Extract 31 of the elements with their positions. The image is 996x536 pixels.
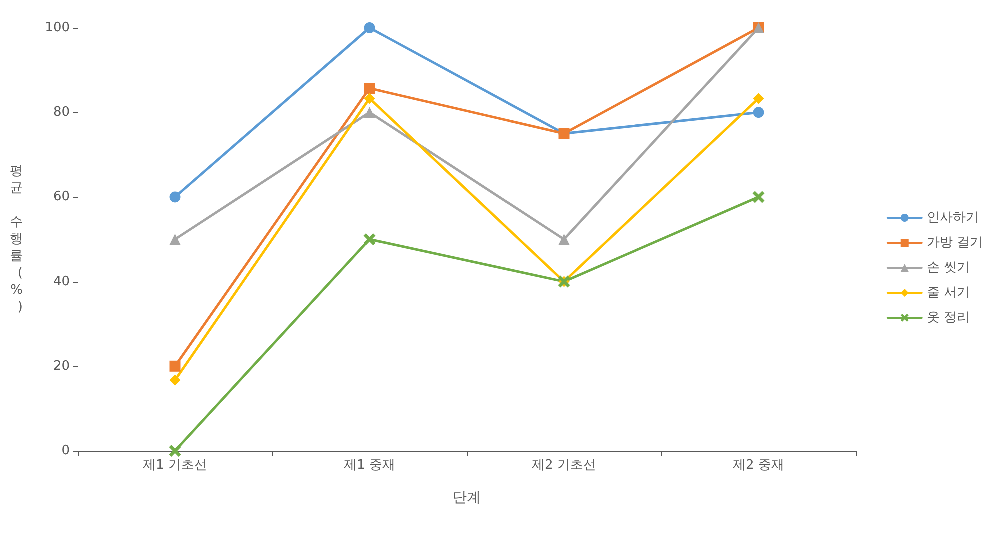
- point: [170, 360, 181, 372]
- point: [170, 192, 181, 203]
- point: [558, 234, 570, 245]
- x-tick-label: 제1 중재: [344, 458, 396, 473]
- x-tick-label: 제2 중재: [733, 458, 784, 473]
- y-tick-label: 100: [45, 20, 70, 36]
- point: [364, 93, 376, 104]
- point: [753, 93, 764, 104]
- y-tick-label: 40: [53, 274, 70, 290]
- x-tick-label: 제2 기초선: [532, 458, 596, 473]
- text: 평균 수행률(%): [10, 164, 23, 315]
- point: [170, 234, 181, 245]
- y-tick-label: 0: [62, 444, 70, 458]
- x-tick-label: 제1 기초선: [143, 458, 208, 473]
- legend-label: 옷 정리: [926, 310, 970, 326]
- point: [364, 234, 376, 246]
- point: [364, 22, 376, 34]
- point: [169, 445, 182, 457]
- point: [752, 191, 765, 204]
- point: [753, 107, 764, 118]
- y-tick-label: 80: [53, 105, 70, 120]
- legend-label: 인사하기: [926, 210, 979, 226]
- point: [364, 82, 376, 94]
- x-axis-title: 단계: [453, 490, 481, 506]
- legend-label: 줄 서기: [926, 286, 970, 300]
- point: [364, 107, 376, 118]
- legend-label: 가방 걸기: [926, 236, 984, 250]
- point: [170, 374, 181, 386]
- y-tick-label: 20: [53, 358, 70, 374]
- y-tick-label: 60: [53, 190, 70, 205]
- legend-label: 손 씻기: [926, 260, 970, 276]
